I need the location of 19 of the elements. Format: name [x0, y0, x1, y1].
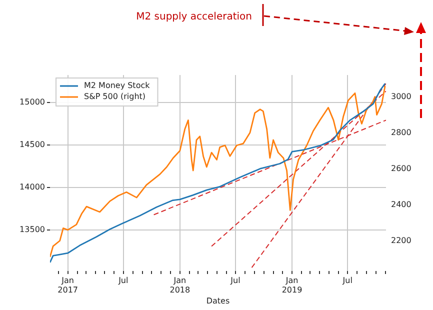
- legend-label: M2 Money Stock: [84, 81, 150, 90]
- text: M2 supply acceleration: [136, 12, 252, 23]
- x-axis-title: Dates: [206, 296, 230, 306]
- y-tick-label: 14500: [20, 140, 45, 149]
- x-tick-label: Jul: [230, 276, 240, 285]
- y2-tick-label: 2600: [391, 164, 412, 173]
- x-tick-label: Jan 2019: [282, 276, 302, 294]
- legend-label: S&P 500 (right): [84, 92, 146, 102]
- y-tick-label: 15000: [20, 97, 45, 106]
- x-tick-label: Jul: [342, 276, 352, 285]
- y2-tick-label: 2800: [391, 128, 412, 137]
- y2-tick-label: 2400: [391, 200, 412, 209]
- x-tick-label: Jul: [118, 276, 128, 285]
- x-tick-label: Jan 2018: [170, 276, 190, 294]
- y-tick-label: 14000: [20, 182, 45, 192]
- y2-tick-label: 3000: [391, 92, 412, 101]
- x-tick-label: Jan 2017: [58, 276, 78, 294]
- y2-tick-label: 2200: [391, 236, 412, 245]
- y-tick-label: 13500: [20, 225, 45, 234]
